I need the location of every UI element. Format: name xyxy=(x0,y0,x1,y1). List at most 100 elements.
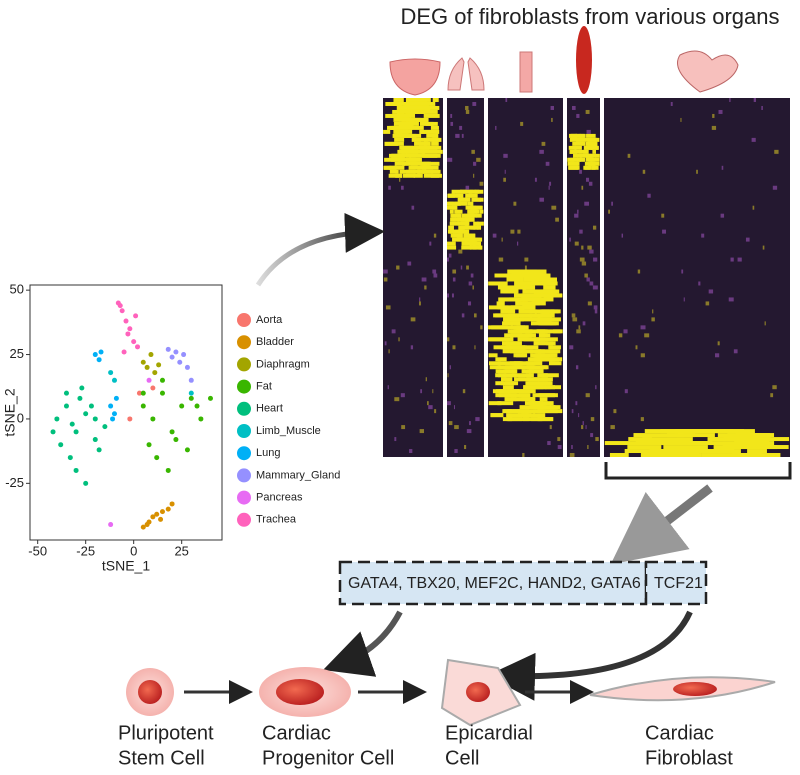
heatmap-texture xyxy=(392,109,405,114)
heatmap-texture xyxy=(461,213,475,218)
heatmap-texture xyxy=(627,153,631,158)
heatmap-texture xyxy=(711,125,717,130)
heatmap-texture xyxy=(492,233,497,238)
heatmap-texture xyxy=(421,277,427,282)
legend-swatch xyxy=(237,446,251,461)
point xyxy=(179,403,185,409)
heatmap-title: DEG of fibroblasts from various organs xyxy=(400,4,779,29)
heatmap-texture xyxy=(469,237,483,242)
heatmap-texture xyxy=(518,377,539,382)
heatmap-texture xyxy=(414,117,429,122)
legend-label: Lung xyxy=(256,447,280,459)
heatmap-texture xyxy=(385,101,402,106)
heatmap-texture xyxy=(538,377,553,382)
point xyxy=(77,395,83,401)
heatmap-texture xyxy=(471,149,475,154)
heatmap-texture xyxy=(723,437,771,442)
point xyxy=(96,357,102,363)
arrow xyxy=(323,610,403,677)
heatmap-texture xyxy=(584,273,588,278)
heatmap-texture xyxy=(501,237,503,242)
heatmap-texture xyxy=(583,149,587,154)
heatmap-texture xyxy=(465,193,472,198)
heatmap-texture xyxy=(624,449,682,454)
point xyxy=(102,424,108,430)
heatmap-texture xyxy=(446,205,458,210)
heatmap-texture xyxy=(432,389,434,394)
heatmap-texture xyxy=(450,213,462,218)
heatmap-texture xyxy=(504,393,531,398)
point xyxy=(50,429,56,435)
heatmap-texture xyxy=(521,269,530,274)
heatmap-texture xyxy=(613,409,617,414)
heatmap-texture xyxy=(488,325,507,330)
heatmap-texture xyxy=(522,289,544,294)
heatmap-texture xyxy=(747,449,767,454)
point xyxy=(98,349,104,355)
heatmap-texture xyxy=(579,133,585,138)
point xyxy=(135,344,141,350)
heatmap-texture xyxy=(448,193,455,198)
heatmap-texture xyxy=(522,317,543,322)
heatmap-texture xyxy=(500,289,518,294)
heatmap-texture xyxy=(475,417,480,422)
point xyxy=(108,522,114,528)
heatmap-texture xyxy=(534,177,537,182)
heatmap-texture xyxy=(515,325,529,330)
point xyxy=(96,447,102,453)
nucleus xyxy=(276,679,324,705)
heatmap-texture xyxy=(540,309,550,314)
heatmap-texture xyxy=(520,409,544,414)
heatmap-texture xyxy=(418,141,427,146)
heatmap-texture xyxy=(388,173,403,178)
heatmap-texture xyxy=(409,449,413,454)
heatmap-texture xyxy=(590,417,595,422)
point xyxy=(144,522,150,528)
cells xyxy=(126,658,776,727)
heatmap-texture xyxy=(772,385,777,390)
heatmap-texture xyxy=(513,361,523,366)
x-tick-label: 25 xyxy=(174,543,188,558)
legend-label: Bladder xyxy=(256,336,294,348)
point xyxy=(73,429,79,435)
heatmap-texture xyxy=(535,385,561,390)
point xyxy=(159,509,165,515)
heatmap-texture xyxy=(575,365,579,370)
heatmap-texture xyxy=(413,137,429,142)
heatmap-texture xyxy=(455,193,464,198)
heatmap-texture xyxy=(505,98,508,102)
heatmap-texture xyxy=(450,233,463,238)
heatmap-texture xyxy=(627,445,662,450)
point xyxy=(83,480,89,486)
heatmap-texture xyxy=(567,161,579,166)
heatmap-texture xyxy=(447,373,449,378)
point xyxy=(88,403,94,409)
heatmap-texture xyxy=(548,345,561,350)
heatmap-texture xyxy=(523,385,544,390)
heatmap-texture xyxy=(541,337,558,342)
heatmap-texture xyxy=(409,101,418,106)
heatmap-texture xyxy=(396,265,400,270)
heatmap-texture xyxy=(467,201,474,206)
heatmap-texture xyxy=(524,265,527,270)
heatmap-texture xyxy=(533,337,548,342)
point xyxy=(177,359,183,365)
heatmap-texture xyxy=(720,213,725,218)
heatmap-texture xyxy=(576,329,581,334)
heatmap-texture xyxy=(764,321,766,326)
legend-swatch xyxy=(237,401,251,416)
heatmap-texture xyxy=(681,269,684,274)
heatmap-texture xyxy=(430,125,439,130)
heatmap-texture xyxy=(708,289,714,294)
heatmap-texture xyxy=(737,257,742,262)
heatmap-texture xyxy=(501,377,513,382)
heatmap-texture xyxy=(680,117,682,122)
heatmap-texture xyxy=(585,177,590,182)
heatmap-texture xyxy=(420,389,423,394)
heatmap-texture xyxy=(628,437,652,442)
heatmap-texture xyxy=(584,149,589,154)
point xyxy=(165,346,171,352)
point xyxy=(58,442,64,448)
heatmap-texture xyxy=(548,185,550,190)
